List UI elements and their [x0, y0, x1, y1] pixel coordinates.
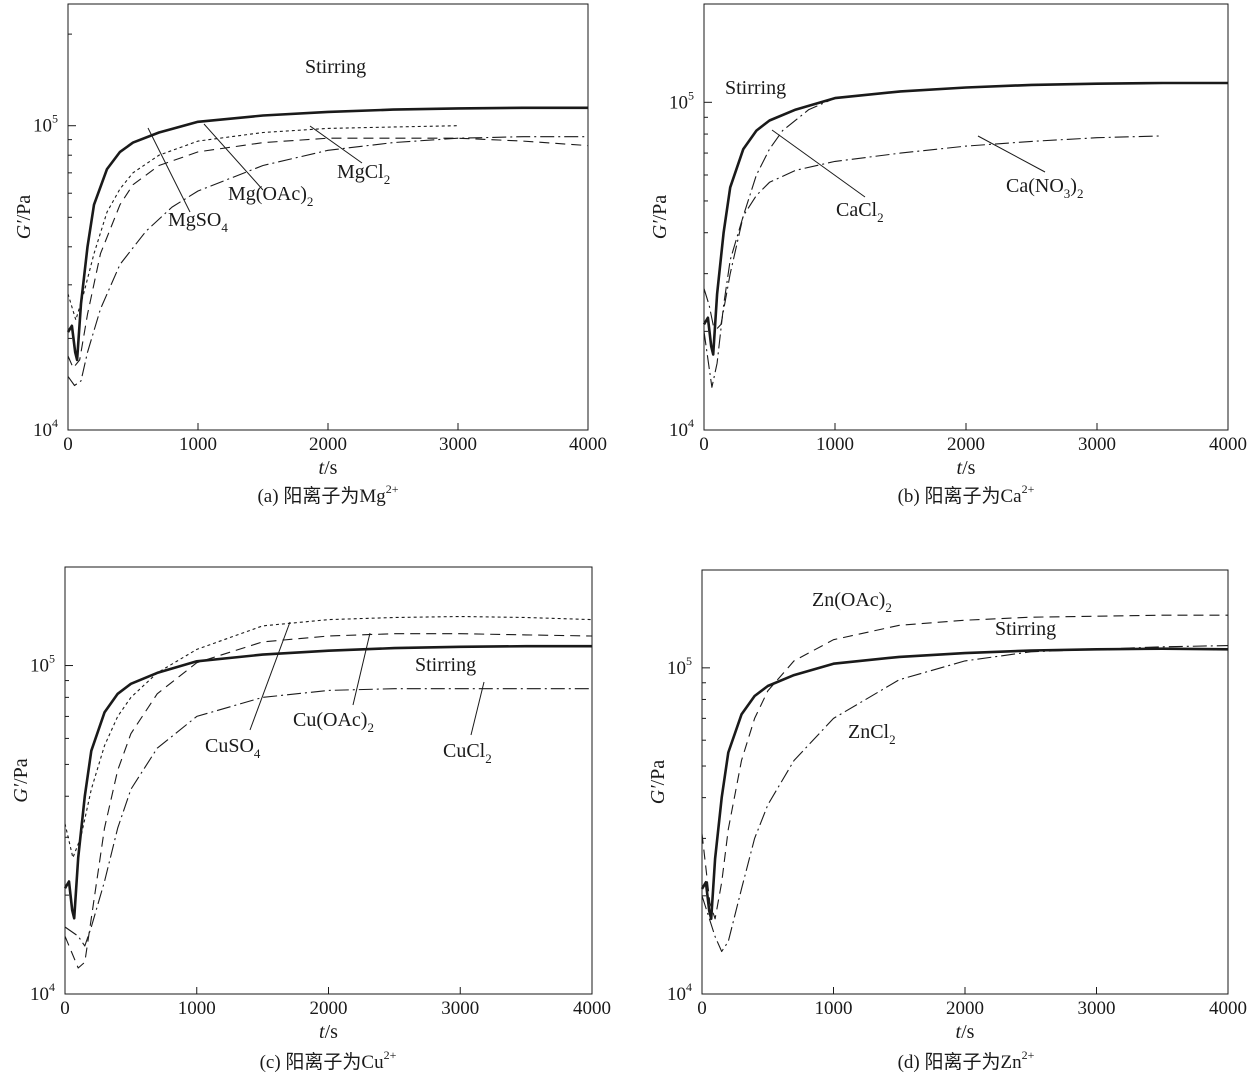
series-annotation: Mg(OAc)2 [228, 183, 313, 209]
x-axis-label: t/s [957, 457, 976, 479]
x-tick-label: 1000 [816, 434, 854, 455]
x-tick-label: 2000 [310, 998, 348, 1019]
plot-frame [64, 566, 593, 995]
series-annotation: Ca(NO3)2 [1006, 175, 1083, 201]
y-axis-label: G′/Pa [649, 195, 671, 240]
y-axis-label: G′/Pa [10, 758, 32, 803]
series-line-cuso4 [64, 615, 593, 859]
series-line-mgcl2 [67, 136, 588, 387]
series-line-stirring [66, 106, 588, 362]
series-line-cucl2 [64, 688, 592, 947]
panel-caption: (a) 阳离子为Mg2+ [257, 482, 398, 507]
series-annotation: Stirring [725, 77, 786, 99]
plot-frame [703, 3, 1229, 431]
series-annotation: CuSO4 [205, 735, 261, 761]
chart-panel-b: 0 1000 2000 3000 4000 104 105 t/s G′/Pa Stirring C… [649, 3, 1247, 507]
series-annotation: Stirring [995, 618, 1056, 640]
plot-frame [701, 569, 1229, 995]
y-tick-label: 105 [33, 112, 58, 137]
annotation-leader-line [203, 123, 264, 191]
series-annotation: Zn(OAc)2 [812, 589, 892, 615]
series-annotation: Stirring [415, 654, 476, 676]
series-line-stirring [63, 644, 592, 920]
annotation-leader-line [249, 621, 291, 731]
series-line-stirring [700, 647, 1229, 921]
y-axis-label: G′/Pa [647, 760, 669, 805]
chart-panel-d: 0 1000 2000 3000 4000 104 105 t/s G′/Pa Zn(OAc)2 S… [647, 569, 1247, 1073]
x-axis-label: t/s [319, 1021, 338, 1043]
x-tick-label: 3000 [1078, 434, 1116, 455]
series-annotation: CaCl2 [836, 199, 884, 225]
series-annotation: MgSO4 [168, 209, 228, 235]
x-tick-label: 3000 [439, 434, 477, 455]
y-tick-label: 104 [33, 416, 58, 441]
series-line-ca-no3-2 [703, 135, 1163, 388]
y-tick-label: 104 [667, 980, 692, 1005]
y-axis-label: G′/Pa [13, 195, 35, 240]
y-tick-label: 105 [669, 88, 694, 113]
y-tick-label: 105 [667, 654, 692, 679]
annotation-leader-line [147, 127, 191, 213]
x-tick-label: 4000 [573, 998, 611, 1019]
x-axis-label: t/s [956, 1021, 975, 1043]
x-tick-label: 0 [699, 434, 709, 455]
x-tick-label: 4000 [1209, 998, 1247, 1019]
series-annotation: Stirring [305, 56, 366, 78]
panel-caption: (d) 阳离子为Zn2+ [898, 1048, 1035, 1073]
series-annotation: MgCl2 [337, 161, 390, 187]
x-tick-label: 2000 [946, 998, 984, 1019]
x-tick-label: 2000 [947, 434, 985, 455]
annotation-leader-line [309, 125, 363, 164]
x-tick-label: 0 [63, 434, 73, 455]
x-tick-label: 3000 [441, 998, 479, 1019]
series-line-mgso4 [67, 125, 459, 321]
series-line-zncl2 [701, 645, 1229, 953]
x-tick-label: 1000 [815, 998, 853, 1019]
y-tick-label: 104 [30, 980, 55, 1005]
x-tick-label: 1000 [179, 434, 217, 455]
x-tick-label: 2000 [309, 434, 347, 455]
annotation-leader-line [771, 129, 866, 198]
annotation-leader-line [470, 681, 485, 736]
x-tick-label: 4000 [1209, 434, 1247, 455]
x-tick-label: 1000 [178, 998, 216, 1019]
series-line-cu-oac-2 [64, 633, 593, 969]
series-line-stirring [702, 81, 1228, 356]
y-tick-label: 104 [669, 416, 694, 441]
series-line-cacl2 [703, 82, 1229, 332]
y-tick-label: 105 [30, 652, 55, 677]
x-axis-label: t/s [319, 457, 338, 479]
x-tick-label: 0 [60, 998, 70, 1019]
panel-caption: (b) 阳离子为Ca2+ [898, 482, 1035, 507]
annotation-leader-line [352, 632, 371, 706]
chart-panel-c: 0 1000 2000 3000 4000 104 105 t/s G′/Pa Stirring C… [10, 566, 611, 1073]
series-annotation: Cu(OAc)2 [293, 709, 374, 735]
x-tick-label: 3000 [1078, 998, 1116, 1019]
series-annotation: CuCl2 [443, 740, 492, 766]
panel-caption: (c) 阳离子为Cu2+ [260, 1048, 397, 1073]
series-annotation: ZnCl2 [848, 721, 896, 747]
chart-panel-a: 0 1000 2000 3000 4000 104 105 t/s G′/Pa Stirring M… [13, 3, 607, 507]
annotation-leader-line [977, 135, 1046, 173]
series-line-zn-oac-2 [701, 614, 1228, 920]
x-tick-label: 4000 [569, 434, 607, 455]
x-tick-label: 0 [697, 998, 707, 1019]
series-line-mg-oac-2 [67, 137, 589, 369]
